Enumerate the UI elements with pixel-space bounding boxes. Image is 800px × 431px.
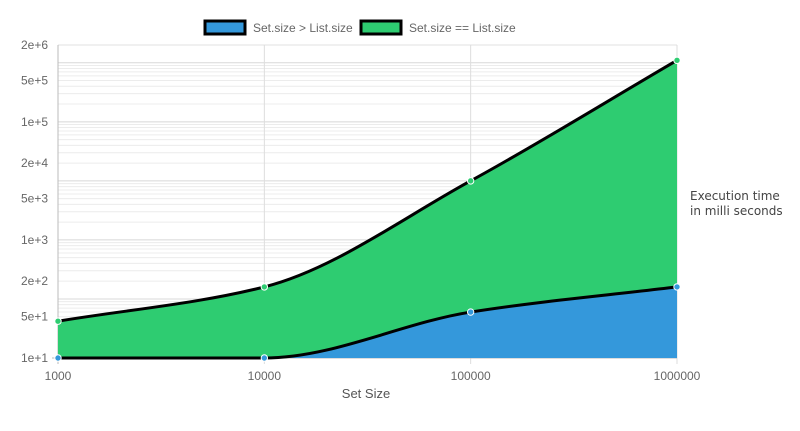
series-line-2 — [57, 59, 678, 323]
data-point[interactable] — [54, 317, 62, 325]
y-tick-label: 5e+3 — [21, 192, 48, 206]
data-point[interactable] — [54, 354, 62, 362]
y-tick-label: 2e+2 — [21, 274, 48, 288]
y-axis-ticks: 2e+6 5e+5 1e+5 2e+4 5e+3 1e+3 2e+2 5e+1 1e+1 — [21, 38, 48, 365]
y-tick-label: 1e+5 — [21, 115, 48, 129]
y-axis-note-line: in milli seconds — [690, 204, 783, 218]
data-point[interactable] — [673, 283, 681, 291]
x-tick-label: 10000 — [248, 369, 282, 383]
data-point[interactable] — [260, 283, 269, 291]
data-point[interactable] — [466, 308, 475, 316]
legend-swatch — [359, 19, 403, 36]
y-tick-label: 2e+6 — [21, 38, 48, 52]
legend[interactable]: Set.size > List.size Set.size == List.siz… — [203, 19, 516, 36]
x-tick-label: 1000000 — [654, 369, 701, 383]
data-point[interactable] — [260, 354, 269, 362]
series-area-2 — [58, 60, 677, 358]
series-areas — [58, 60, 677, 358]
series-lines — [57, 59, 678, 360]
series-line-1 — [58, 285, 678, 360]
x-axis-title: Set Size — [342, 386, 390, 401]
legend-item-1[interactable]: Set.size > List.size — [203, 19, 353, 36]
y-axis-note-line: Execution time — [690, 189, 780, 203]
y-tick-label: 1e+3 — [21, 233, 48, 247]
data-point[interactable] — [466, 177, 475, 185]
legend-label: Set.size > List.size — [253, 21, 353, 35]
data-points — [54, 56, 681, 362]
data-point[interactable] — [673, 56, 681, 65]
x-axis-ticks: 1000 10000 100000 1000000 — [45, 369, 701, 383]
legend-label: Set.size == List.size — [409, 21, 516, 35]
x-tick-label: 100000 — [451, 369, 491, 383]
legend-swatch — [203, 19, 247, 36]
series-area-1 — [58, 286, 677, 358]
y-tick-label: 5e+5 — [21, 74, 48, 88]
legend-item-2[interactable]: Set.size == List.size — [359, 19, 516, 36]
y-tick-label: 1e+1 — [21, 351, 48, 365]
y-tick-label: 5e+1 — [21, 310, 48, 324]
x-tick-label: 1000 — [45, 369, 72, 383]
y-tick-label: 2e+4 — [21, 156, 48, 170]
